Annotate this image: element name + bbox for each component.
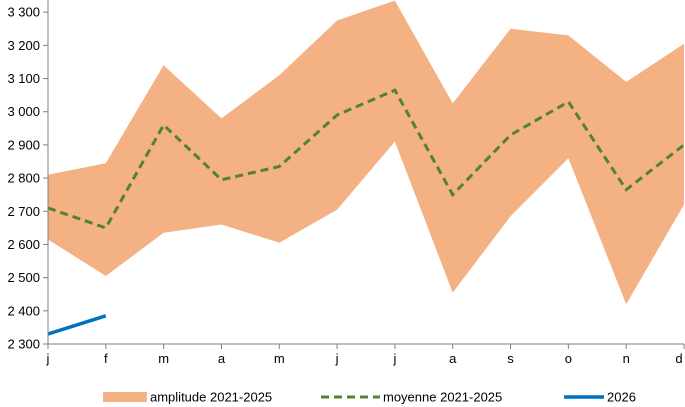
y-tick-label: 2 500 <box>7 270 40 285</box>
y-tick-label: 2 400 <box>7 303 40 318</box>
x-tick-label: f <box>104 351 108 366</box>
x-tick-label: a <box>218 351 226 366</box>
y-tick-label: 3 300 <box>7 5 40 20</box>
y-tick-label: 2 600 <box>7 237 40 252</box>
x-tick-label: j <box>46 351 50 366</box>
y-tick-label: 3 000 <box>7 104 40 119</box>
y-tick-label: 2 800 <box>7 171 40 186</box>
x-tick-label: a <box>449 351 457 366</box>
x-tick-label: o <box>565 351 572 366</box>
mean-line <box>47 88 685 230</box>
plot-area <box>47 0 685 336</box>
legend-label-mean: moyenne 2021-2025 <box>383 390 502 405</box>
legend-swatch-amplitude <box>103 392 147 402</box>
amplitude-band <box>48 0 684 305</box>
x-tick-label: n <box>623 351 630 366</box>
legend-label-amplitude: amplitude 2021-2025 <box>150 390 272 405</box>
y-tick-label: 3 200 <box>7 38 40 53</box>
line-2026 <box>47 314 107 336</box>
y-axis: 2 300 2 400 2 500 2 600 2 700 2 800 2 900 3 000… <box>7 0 49 352</box>
x-tick-label: m <box>274 351 285 366</box>
legend-label-2026: 2026 <box>607 390 636 405</box>
legend: amplitude 2021-2025 moyenne 2021-2025 2026 <box>103 390 636 405</box>
y-tick-label: 2 300 <box>7 337 40 352</box>
x-tick-label: d <box>675 351 682 366</box>
x-tick-label: j <box>335 351 339 366</box>
x-tick-label: j <box>392 351 396 366</box>
y-tick-label: 3 100 <box>7 71 40 86</box>
x-tick-label: m <box>158 351 169 366</box>
y-tick-label: 2 700 <box>7 204 40 219</box>
y-tick-label: 2 900 <box>7 137 40 152</box>
x-tick-label: s <box>507 351 514 366</box>
